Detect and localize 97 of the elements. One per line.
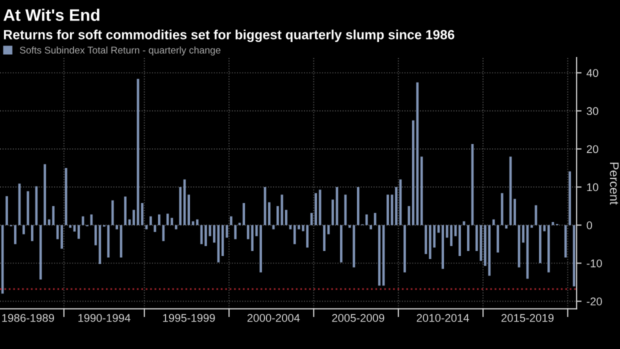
bar — [323, 225, 326, 251]
bar — [120, 225, 122, 258]
bar — [22, 225, 25, 234]
y-tick-label: -10 — [586, 259, 602, 268]
bar — [386, 194, 389, 226]
x-tick-label: 2000-2004 — [247, 314, 300, 322]
bar — [35, 186, 38, 226]
bar — [522, 225, 524, 243]
bar — [52, 206, 55, 226]
legend-label: Softs Subindex Total Return - quarterly change — [20, 46, 220, 56]
bar — [260, 225, 262, 272]
bar — [514, 198, 516, 226]
bar — [552, 222, 554, 226]
bar — [166, 214, 169, 226]
bar — [420, 156, 423, 226]
bar — [356, 187, 360, 226]
bar — [230, 216, 232, 226]
bar — [234, 225, 237, 240]
bar — [306, 225, 309, 248]
bar — [132, 210, 135, 226]
bar — [370, 225, 372, 230]
bar — [14, 225, 16, 244]
bar — [174, 225, 178, 230]
bar — [196, 219, 198, 226]
bar — [500, 193, 504, 226]
bar — [480, 225, 482, 261]
y-tick-label: 20 — [586, 145, 598, 154]
bar — [268, 202, 270, 226]
bar — [221, 225, 224, 256]
bar — [568, 171, 572, 226]
bar — [530, 225, 533, 228]
y-tick-label: 40 — [586, 69, 598, 77]
bar — [145, 225, 148, 230]
bar — [98, 225, 102, 264]
bar — [242, 203, 246, 226]
bar — [395, 187, 398, 226]
bar — [39, 225, 42, 280]
y-tick-label: -20 — [586, 298, 602, 306]
bar — [141, 203, 144, 226]
bar — [458, 225, 461, 256]
bar — [285, 210, 288, 226]
bar — [111, 200, 114, 226]
bar — [78, 225, 80, 239]
bar — [293, 225, 296, 244]
y-tick-label: 10 — [587, 183, 598, 192]
bar — [162, 225, 165, 242]
bar — [378, 225, 381, 286]
bar — [272, 225, 275, 230]
bar — [428, 225, 432, 259]
x-tick-label: 1995-1999 — [163, 314, 215, 322]
bar — [60, 225, 63, 249]
bar — [170, 218, 174, 226]
bar — [124, 196, 126, 226]
bar — [416, 82, 419, 226]
bar — [6, 196, 8, 226]
bar — [352, 225, 356, 268]
y-tick-label: 30 — [586, 107, 598, 116]
bar — [183, 179, 186, 226]
bar — [314, 193, 318, 226]
bar — [505, 225, 508, 229]
bar — [116, 225, 118, 230]
bar — [204, 225, 207, 246]
bar — [332, 200, 334, 226]
x-tick-label: 2015-2019 — [501, 314, 554, 322]
x-tick-label: 2005-2009 — [332, 314, 384, 322]
chart-title: At Wit's End — [4, 8, 100, 21]
bar — [564, 225, 567, 258]
bar — [213, 225, 216, 243]
bar — [289, 225, 292, 230]
bar — [467, 225, 470, 251]
bar — [44, 164, 46, 226]
bar — [30, 225, 34, 242]
bar — [365, 214, 368, 226]
y-tick-label: 0 — [586, 221, 592, 230]
bar — [179, 187, 182, 226]
bar — [442, 225, 444, 269]
bar — [496, 225, 500, 253]
bar — [69, 225, 72, 228]
bar — [488, 225, 491, 276]
bar — [492, 219, 495, 226]
x-tick-label: 2010-2014 — [416, 314, 470, 322]
bar — [404, 225, 406, 272]
bar — [374, 212, 376, 226]
bar — [251, 225, 254, 251]
bar — [547, 225, 550, 272]
x-tick-label: 1986-1989 — [2, 314, 54, 322]
bar — [276, 206, 279, 226]
bar — [107, 225, 110, 258]
bar — [450, 225, 452, 246]
bar — [424, 225, 428, 254]
bar — [150, 216, 152, 226]
bar — [158, 214, 160, 226]
y-axis-title: Percent — [610, 162, 619, 205]
x-tick-label: 1990-1994 — [78, 314, 130, 322]
chart-subtitle: Returns for soft commodities set for biggest quarterly slump since 1986 — [4, 30, 454, 42]
bar — [539, 225, 542, 264]
bar — [340, 225, 342, 262]
